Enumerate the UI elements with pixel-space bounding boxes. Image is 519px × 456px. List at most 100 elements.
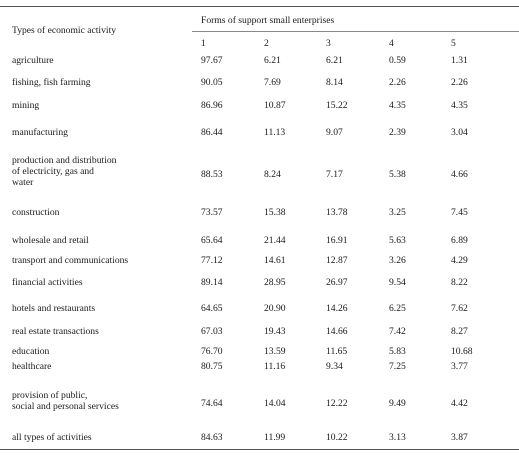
table-cell: 5.63 — [389, 235, 406, 246]
row-label-header: Types of economic activity — [12, 25, 117, 36]
table-cell: 21.44 — [264, 235, 286, 246]
column-header: 5 — [451, 38, 456, 49]
row-label: construction — [12, 207, 60, 218]
row-label: provision of public, social and personal… — [12, 390, 119, 412]
group-header: Forms of support small enterprises — [201, 15, 335, 26]
bottom-rule — [0, 449, 519, 450]
table-cell: 7.69 — [264, 77, 281, 88]
table-cell: 4.66 — [451, 169, 468, 180]
table-cell: 9.54 — [389, 277, 406, 288]
row-label: agriculture — [12, 55, 54, 66]
table-cell: 28.95 — [264, 277, 286, 288]
row-label: healthcare — [12, 361, 52, 372]
table-cell: 73.57 — [201, 207, 223, 218]
table-cell: 14.04 — [264, 398, 286, 409]
table-cell: 65.64 — [201, 235, 223, 246]
table-cell: 4.42 — [451, 398, 468, 409]
table-cell: 3.87 — [451, 432, 468, 443]
row-label: transport and communications — [12, 255, 129, 266]
table-cell: 6.21 — [326, 55, 343, 66]
table-cell: 12.22 — [326, 398, 348, 409]
row-label: mining — [12, 100, 40, 111]
table-cell: 67.03 — [201, 326, 223, 337]
table-cell: 14.66 — [326, 326, 348, 337]
table-cell: 7.25 — [389, 361, 406, 372]
table-cell: 7.17 — [326, 169, 343, 180]
table-cell: 8.24 — [264, 169, 281, 180]
table-cell: 7.45 — [451, 207, 468, 218]
table-cell: 11.65 — [326, 346, 348, 357]
table-cell: 19.43 — [264, 326, 286, 337]
table-cell: 16.91 — [326, 235, 348, 246]
table-cell: 2.26 — [451, 77, 468, 88]
table-cell: 97.67 — [201, 55, 223, 66]
table-cell: 14.26 — [326, 303, 348, 314]
table-cell: 12.87 — [326, 255, 348, 266]
table-cell: 6.21 — [264, 55, 281, 66]
table-cell: 90.05 — [201, 77, 223, 88]
table-cell: 84.63 — [201, 432, 223, 443]
table-cell: 9.07 — [326, 127, 343, 138]
table-cell: 11.99 — [264, 432, 286, 443]
table-cell: 86.44 — [201, 127, 223, 138]
table-cell: 77.12 — [201, 255, 223, 266]
row-label: all types of activities — [12, 432, 92, 443]
table-cell: 8.22 — [451, 277, 468, 288]
table-cell: 86.96 — [201, 100, 223, 111]
table-cell: 8.14 — [326, 77, 343, 88]
row-label: production and distribution of electrici… — [12, 155, 117, 188]
table-cell: 1.31 — [451, 55, 468, 66]
table-cell: 11.16 — [264, 361, 286, 372]
table-cell: 8.27 — [451, 326, 468, 337]
table-cell: 11.13 — [264, 127, 286, 138]
table-cell: 76.70 — [201, 346, 223, 357]
table-cell: 7.62 — [451, 303, 468, 314]
column-header: 4 — [389, 38, 394, 49]
row-label: wholesale and retail — [12, 235, 89, 246]
table-cell: 3.04 — [451, 127, 468, 138]
table-cell: 10.68 — [451, 346, 473, 357]
group-header-rule — [192, 31, 519, 32]
row-label: hotels and restaurants — [12, 303, 96, 314]
top-rule — [0, 6, 519, 7]
table-cell: 7.42 — [389, 326, 406, 337]
table-cell: 15.38 — [264, 207, 286, 218]
table-cell: 9.49 — [389, 398, 406, 409]
table-cell: 3.26 — [389, 255, 406, 266]
column-header: 1 — [201, 38, 206, 49]
table-cell: 6.25 — [389, 303, 406, 314]
table-cell: 3.77 — [451, 361, 468, 372]
table-cell: 10.22 — [326, 432, 348, 443]
table-cell: 0.59 — [389, 55, 406, 66]
column-header: 2 — [264, 38, 269, 49]
table-cell: 5.38 — [389, 169, 406, 180]
table-cell: 15.22 — [326, 100, 348, 111]
table-cell: 5.83 — [389, 346, 406, 357]
table-cell: 3.13 — [389, 432, 406, 443]
table-cell: 74.64 — [201, 398, 223, 409]
row-label: real estate transactions — [12, 326, 99, 337]
table-cell: 64.65 — [201, 303, 223, 314]
row-label: manufacturing — [12, 127, 68, 138]
table-cell: 10.87 — [264, 100, 286, 111]
table-cell: 2.26 — [389, 77, 406, 88]
table-cell: 26.97 — [326, 277, 348, 288]
row-label: education — [12, 346, 50, 357]
table-cell: 89.14 — [201, 277, 223, 288]
table-cell: 9.34 — [326, 361, 343, 372]
table-cell: 80.75 — [201, 361, 223, 372]
table-cell: 2.39 — [389, 127, 406, 138]
table-cell: 3.25 — [389, 207, 406, 218]
table-cell: 13.59 — [264, 346, 286, 357]
table-cell: 13.78 — [326, 207, 348, 218]
table-cell: 4.29 — [451, 255, 468, 266]
table-cell: 6.89 — [451, 235, 468, 246]
table-cell: 88.53 — [201, 169, 223, 180]
table-cell: 4.35 — [451, 100, 468, 111]
column-header: 3 — [326, 38, 331, 49]
table-cell: 14.61 — [264, 255, 286, 266]
row-label: financial activities — [12, 277, 83, 288]
table-cell: 4.35 — [389, 100, 406, 111]
row-label: fishing, fish farming — [12, 77, 91, 88]
